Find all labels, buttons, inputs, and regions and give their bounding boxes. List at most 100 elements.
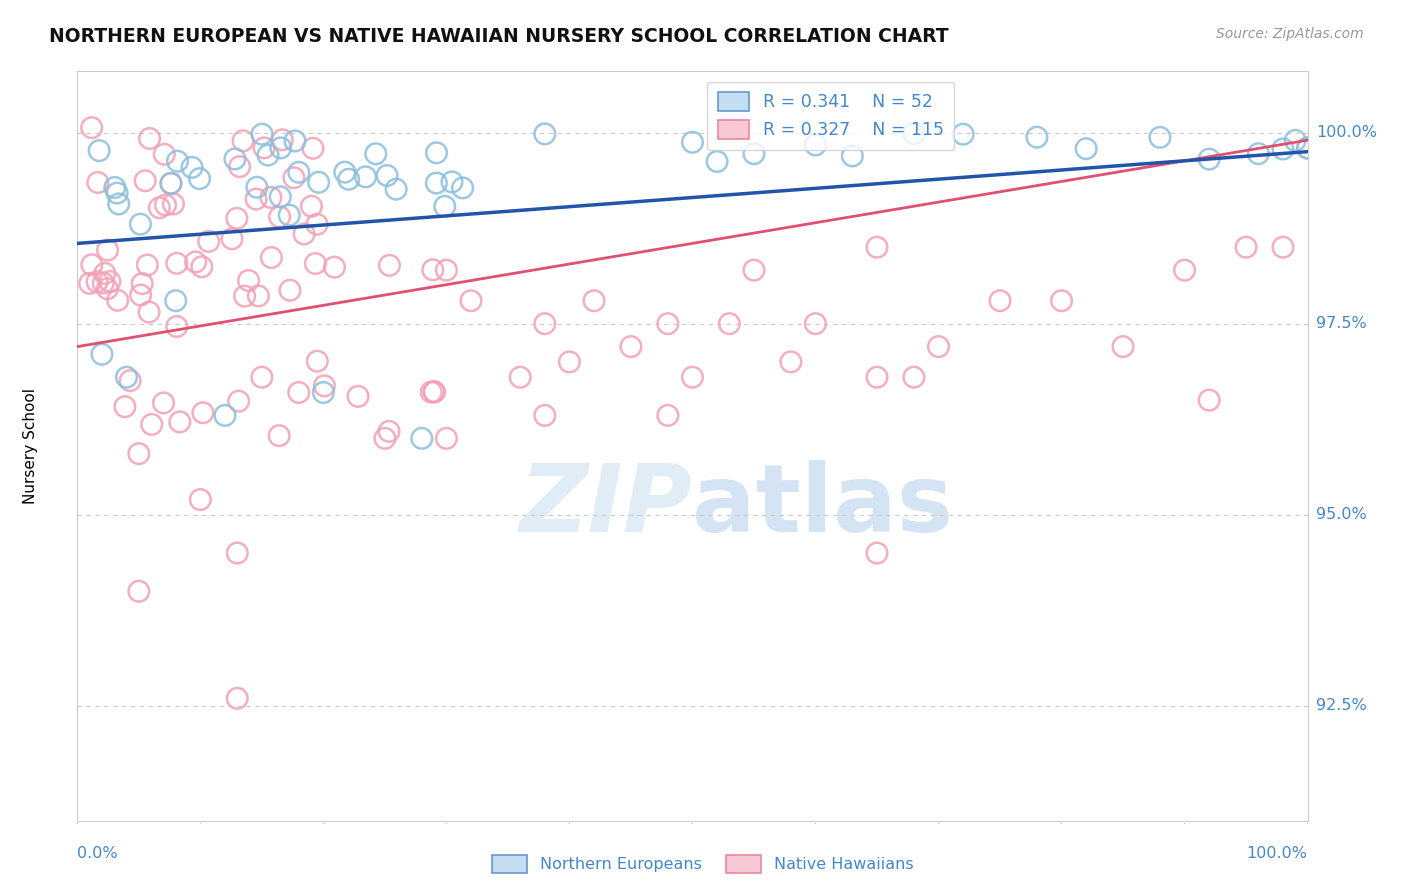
Point <box>271 133 294 147</box>
Text: ZIP: ZIP <box>520 460 693 552</box>
Point <box>682 370 704 384</box>
Point <box>136 258 159 272</box>
Point <box>333 165 356 179</box>
Point <box>411 431 433 445</box>
Text: 100.0%: 100.0% <box>1316 125 1376 140</box>
Point <box>292 227 315 241</box>
Point <box>89 144 111 158</box>
Point <box>420 385 443 400</box>
Point <box>866 240 889 254</box>
Point <box>80 258 103 272</box>
Point <box>1296 141 1319 155</box>
Point <box>107 197 129 211</box>
Point <box>233 289 256 303</box>
Point <box>288 385 311 400</box>
Point <box>283 170 305 185</box>
Text: 95.0%: 95.0% <box>1316 508 1367 523</box>
Point <box>308 175 330 189</box>
Point <box>250 370 273 384</box>
Point <box>131 277 153 291</box>
Point <box>214 409 236 423</box>
Point <box>166 319 188 334</box>
Point <box>509 370 531 384</box>
Point <box>152 396 174 410</box>
Point <box>114 400 136 414</box>
Point <box>1050 293 1073 308</box>
Point <box>120 374 142 388</box>
Point <box>742 146 765 161</box>
Point <box>138 131 160 145</box>
Point <box>228 160 250 174</box>
Point <box>742 263 765 277</box>
Point <box>378 425 401 439</box>
Point <box>257 148 280 162</box>
Point <box>534 127 557 141</box>
Point <box>804 138 827 153</box>
Point <box>188 171 211 186</box>
Point <box>451 181 474 195</box>
Point <box>153 147 176 161</box>
Point <box>245 192 267 206</box>
Point <box>1198 152 1220 166</box>
Point <box>269 210 291 224</box>
Point <box>433 199 456 213</box>
Point <box>169 415 191 429</box>
Point <box>385 182 408 196</box>
Point <box>780 355 803 369</box>
Point <box>284 134 307 148</box>
Point <box>228 394 250 409</box>
Point <box>1284 133 1306 147</box>
Point <box>682 135 704 149</box>
Point <box>1076 142 1098 156</box>
Point <box>225 211 247 226</box>
Point <box>436 263 458 277</box>
Point <box>86 275 108 289</box>
Point <box>304 256 326 270</box>
Point <box>323 260 346 275</box>
Point <box>115 370 138 384</box>
Text: 92.5%: 92.5% <box>1316 698 1367 714</box>
Point <box>224 152 246 166</box>
Point <box>129 288 152 302</box>
Point <box>354 169 377 184</box>
Point <box>128 584 150 599</box>
Point <box>250 127 273 141</box>
Point <box>288 165 311 179</box>
Point <box>96 243 118 257</box>
Point <box>1234 240 1257 254</box>
Point <box>1174 263 1197 277</box>
Point <box>191 406 214 420</box>
Point <box>423 384 446 399</box>
Text: Nursery School: Nursery School <box>22 388 38 504</box>
Text: 97.5%: 97.5% <box>1316 316 1367 331</box>
Point <box>138 305 160 319</box>
Point <box>221 232 243 246</box>
Point <box>307 354 329 368</box>
Text: Source: ZipAtlas.com: Source: ZipAtlas.com <box>1216 27 1364 41</box>
Point <box>278 208 301 222</box>
Point <box>128 447 150 461</box>
Point <box>425 145 447 160</box>
Point <box>620 340 643 354</box>
Point <box>260 251 283 265</box>
Point <box>162 197 184 211</box>
Legend: Northern Europeans, Native Hawaiians: Northern Europeans, Native Hawaiians <box>486 848 920 880</box>
Point <box>246 180 269 194</box>
Point <box>94 266 117 280</box>
Point <box>90 347 114 361</box>
Point <box>134 174 156 188</box>
Point <box>534 317 557 331</box>
Point <box>364 146 387 161</box>
Point <box>226 546 249 560</box>
Point <box>269 190 291 204</box>
Point <box>866 546 889 560</box>
Point <box>866 370 889 384</box>
Point <box>657 409 679 423</box>
Point <box>197 235 219 249</box>
Point <box>1026 130 1049 145</box>
Point <box>148 201 170 215</box>
Point <box>422 262 444 277</box>
Point <box>718 317 741 331</box>
Point <box>260 190 283 204</box>
Legend: R = 0.341    N = 52, R = 0.327    N = 115: R = 0.341 N = 52, R = 0.327 N = 115 <box>707 81 955 150</box>
